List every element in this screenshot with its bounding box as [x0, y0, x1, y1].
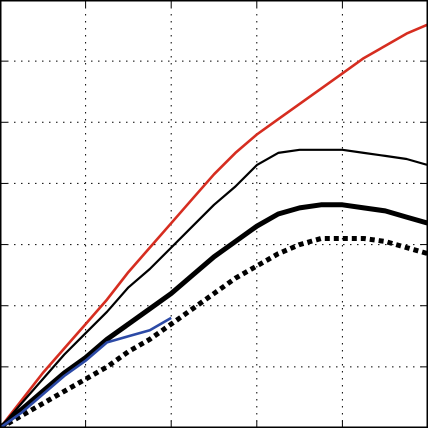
series-line-5: [0, 316, 172, 428]
series-line-3: [0, 202, 428, 428]
series-line-4: [0, 236, 428, 428]
series-line-1: [0, 23, 428, 428]
series-line-2: [0, 148, 428, 428]
series-lines: [0, 23, 428, 428]
